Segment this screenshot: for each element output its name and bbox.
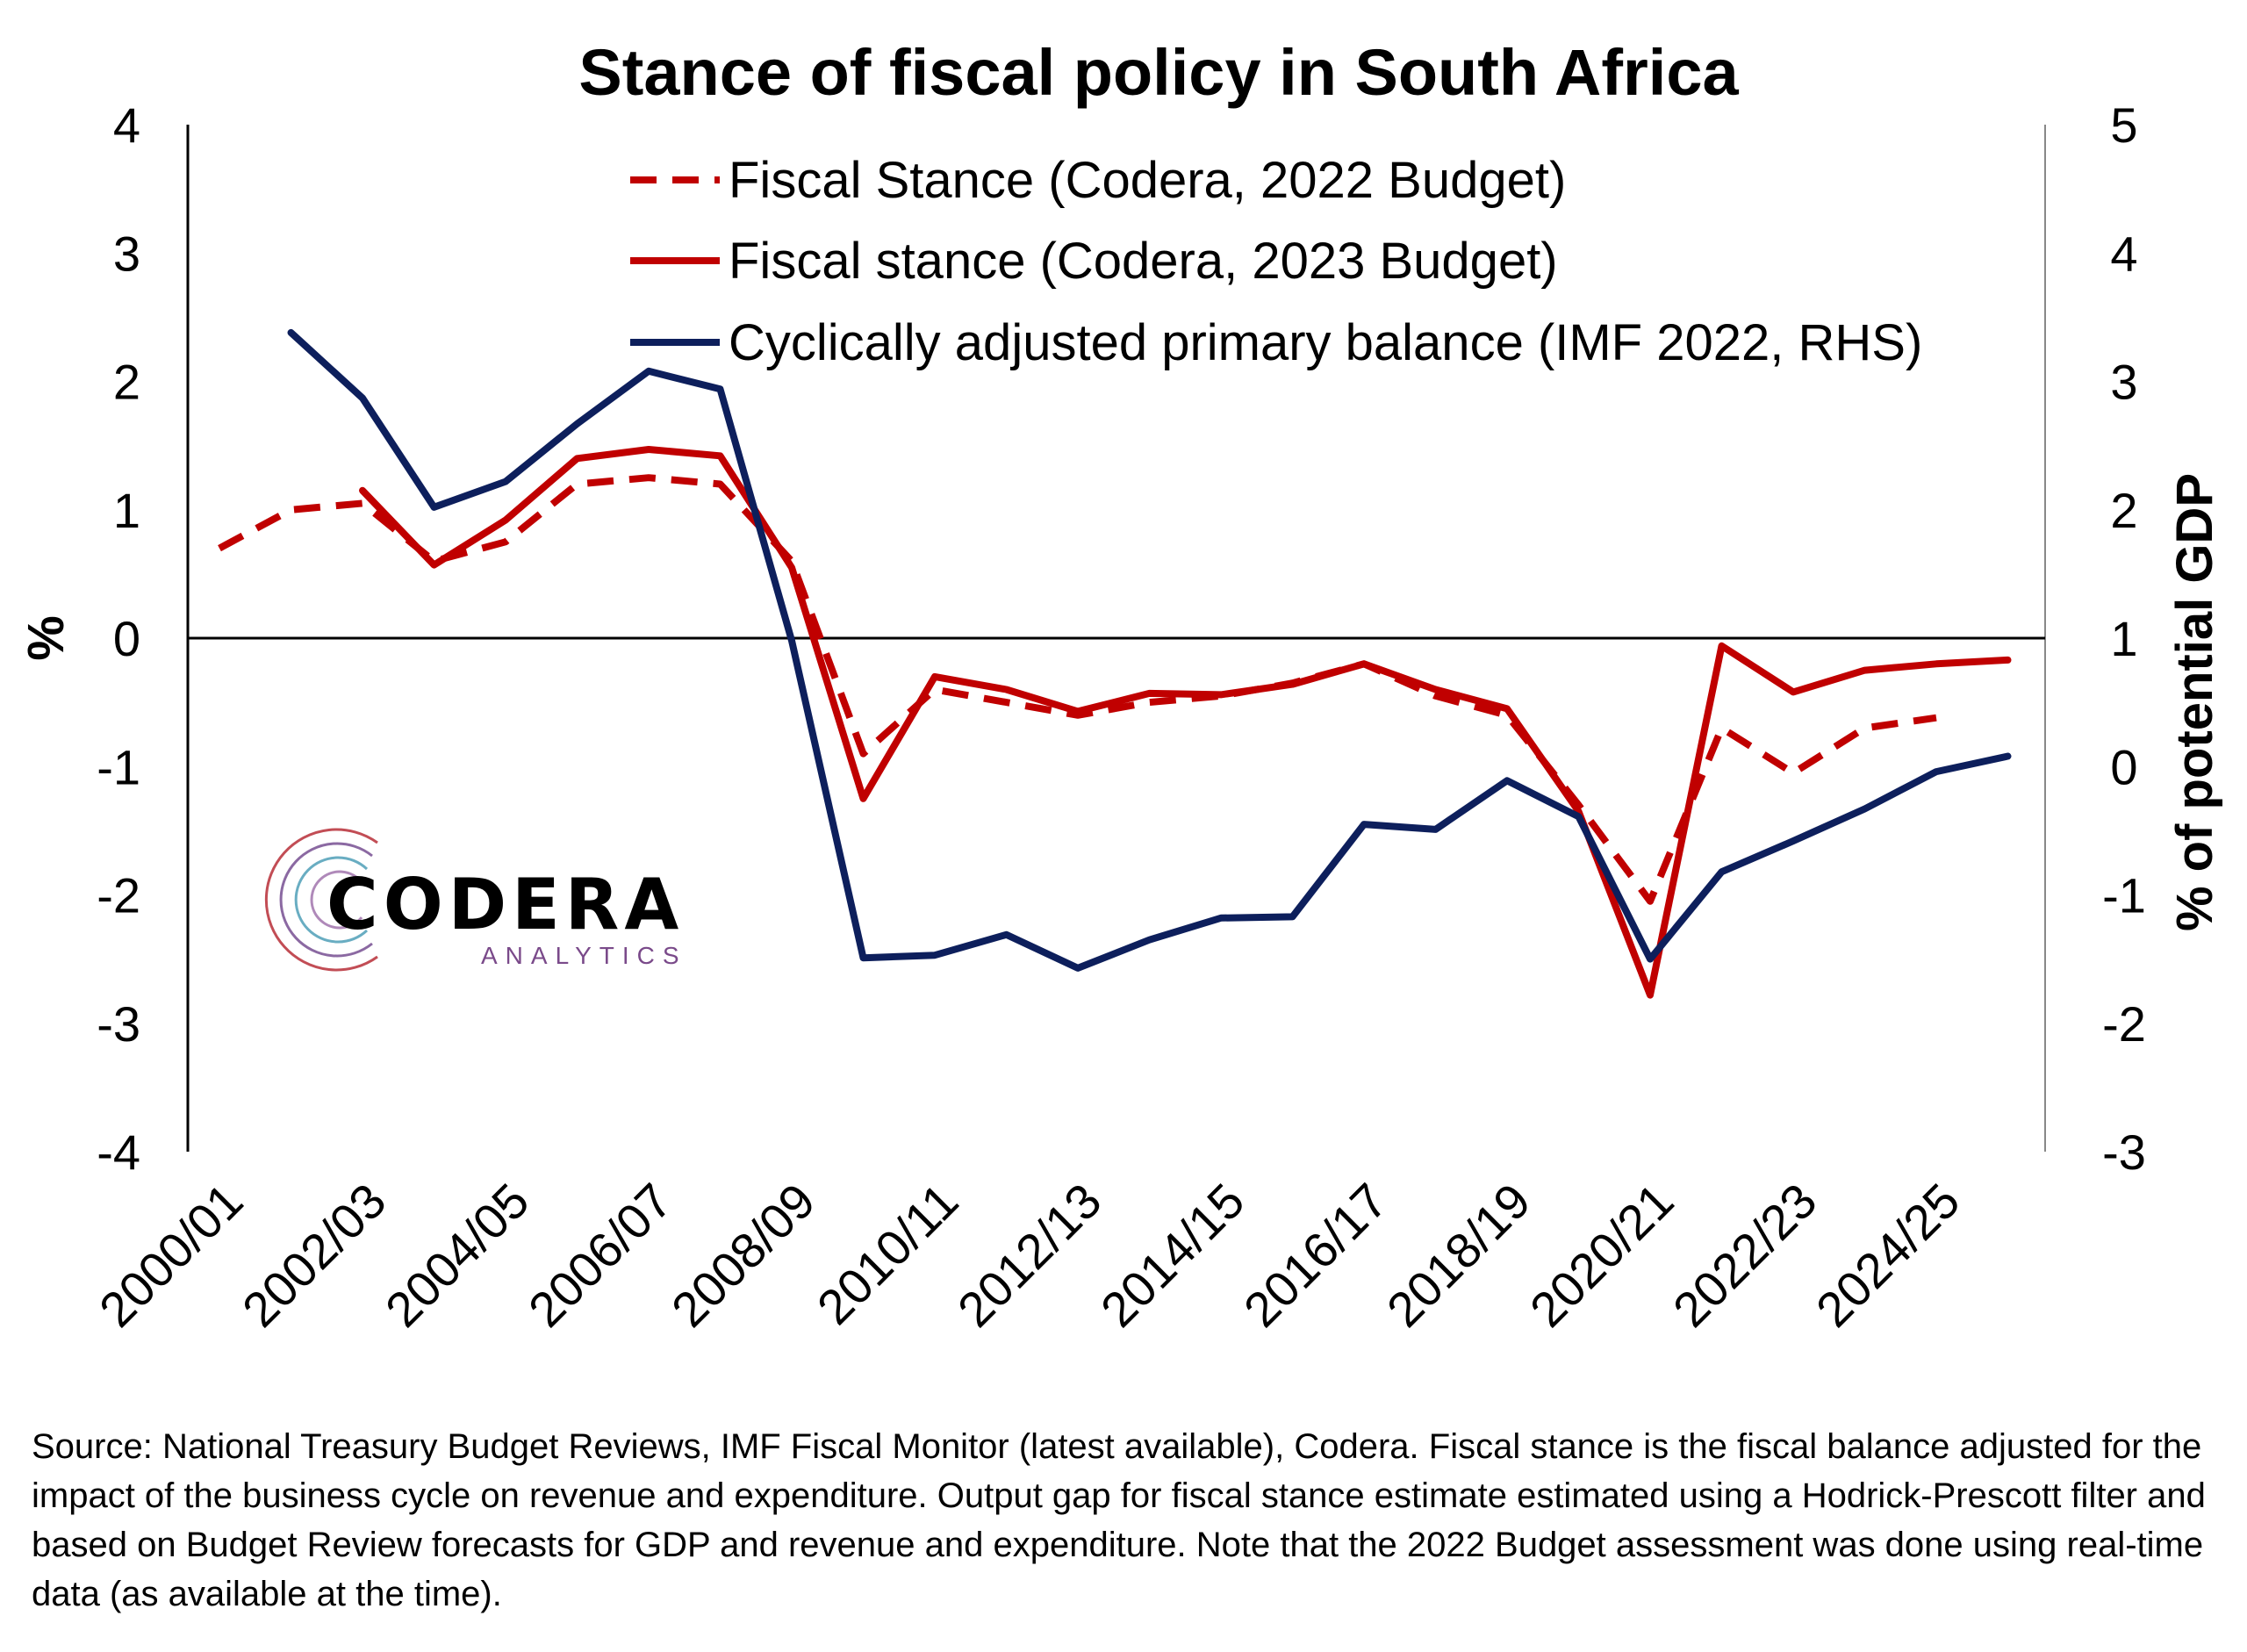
legend-label: Fiscal Stance (Codera, 2022 Budget) (729, 152, 1566, 209)
right-y-ticks: 5 4 3 2 1 0 -1 -2 -3 (2102, 97, 2146, 1180)
x-tick-label: 2008/09 (661, 1173, 826, 1338)
x-tick-label: 2004/05 (375, 1173, 540, 1338)
left-y-tick-label: 4 (113, 97, 140, 153)
logo-subtitle: ANALYTICS (481, 942, 687, 969)
axes (186, 125, 2046, 1152)
left-y-tick-label: 0 (113, 611, 140, 666)
fiscal-stance-chart: Stance of fiscal policy in South Africa … (18, 36, 2223, 1338)
logo-mark-icon (264, 828, 378, 972)
right-y-tick-label: 3 (2110, 355, 2137, 410)
left-y-tick-label: -3 (97, 996, 140, 1052)
x-tick-label: 2014/15 (1090, 1173, 1255, 1338)
left-y-tick-label: 3 (113, 226, 140, 281)
left-axis-title: % (18, 615, 75, 661)
x-tick-label: 2022/23 (1662, 1173, 1827, 1338)
x-tick-label: 2006/07 (518, 1173, 683, 1338)
codera-logo: CODERA ANALYTICS (264, 828, 687, 972)
chart-title: Stance of fiscal policy in South Africa (578, 36, 1739, 109)
legend-label: Cyclically adjusted primary balance (IMF… (729, 314, 1922, 371)
x-tick-label: 2002/03 (232, 1173, 397, 1338)
right-y-tick-label: 2 (2110, 483, 2137, 538)
series-line-3 (287, 328, 2012, 972)
left-y-ticks: 4 3 2 1 0 -1 -2 -3 -4 (97, 97, 140, 1180)
x-tick-label: 2012/13 (947, 1173, 1112, 1338)
right-y-tick-label: -2 (2102, 996, 2146, 1052)
series-layer (218, 328, 2012, 999)
legend-label: Fiscal stance (Codera, 2023 Budget) (729, 233, 1558, 290)
left-y-tick-label: -4 (97, 1124, 140, 1180)
series-line-2 (359, 446, 2012, 999)
x-tick-label: 2000/01 (89, 1173, 254, 1338)
right-y-tick-label: -1 (2102, 868, 2146, 923)
legend: Fiscal Stance (Codera, 2022 Budget) Fisca… (630, 152, 1922, 371)
right-y-tick-label: -3 (2102, 1124, 2146, 1180)
x-tick-label: 2010/11 (807, 1173, 969, 1335)
series-line-1 (218, 474, 1937, 905)
left-y-tick-label: 1 (113, 483, 140, 538)
left-y-tick-label: -1 (97, 739, 140, 794)
source-note: Source: National Treasury Budget Reviews… (32, 1427, 2206, 1613)
right-axis-title: % of potential GDP (2166, 473, 2223, 931)
right-y-tick-label: 5 (2110, 97, 2137, 153)
x-ticks: 2000/012002/032004/052006/072008/092010/… (89, 1173, 1971, 1338)
left-y-tick-label: 2 (113, 355, 140, 410)
right-y-tick-label: 1 (2110, 611, 2137, 666)
left-y-tick-label: -2 (97, 868, 140, 923)
x-tick-label: 2018/19 (1376, 1173, 1541, 1338)
x-tick-label: 2016/17 (1233, 1173, 1398, 1338)
right-y-tick-label: 0 (2110, 739, 2137, 794)
x-tick-label: 2020/21 (1519, 1173, 1684, 1338)
right-y-tick-label: 4 (2110, 226, 2137, 281)
logo-name: CODERA (327, 864, 684, 945)
x-tick-label: 2024/25 (1805, 1173, 1971, 1338)
